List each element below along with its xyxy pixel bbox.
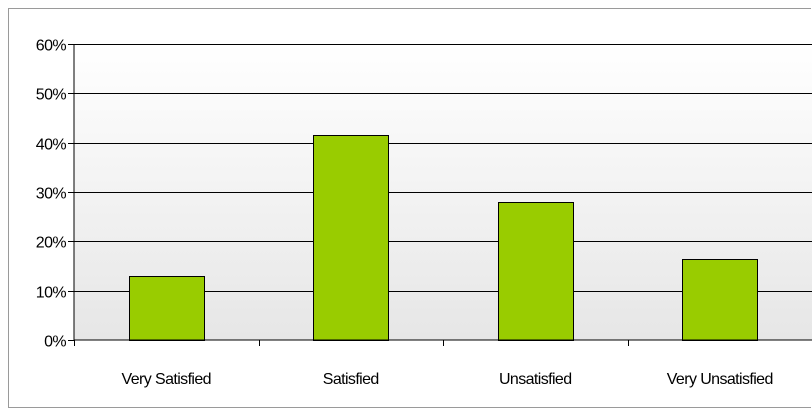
grid-lines (74, 44, 812, 292)
y-axis-ticks (68, 44, 74, 341)
y-tick-label: 50% (36, 87, 67, 104)
bar-very-satisfied (129, 276, 205, 341)
y-axis-labels: 0% 10% 20% 30% 40% 50% 60% (36, 38, 67, 351)
y-tick-label: 60% (36, 38, 67, 55)
x-axis-ticks (74, 340, 629, 346)
x-axis-labels: Very Satisfied Satisfied Unsatisfied Very U… (122, 371, 774, 388)
bar-unsatisfied (498, 202, 574, 341)
bar-very-unsatisfied (682, 259, 758, 341)
x-category-label: Very Satisfied (122, 371, 211, 388)
x-category-label: Unsatisfied (499, 371, 572, 388)
y-tick-label: 30% (36, 186, 67, 203)
bars (129, 135, 758, 341)
bar-satisfied (313, 135, 389, 341)
x-category-label: Satisfied (323, 371, 379, 388)
y-tick-label: 20% (36, 235, 67, 252)
y-tick-label: 40% (36, 137, 67, 154)
y-tick-label: 0% (44, 334, 66, 351)
y-tick-label: 10% (36, 285, 67, 302)
x-category-label: Very Unsatisfied (667, 371, 773, 388)
